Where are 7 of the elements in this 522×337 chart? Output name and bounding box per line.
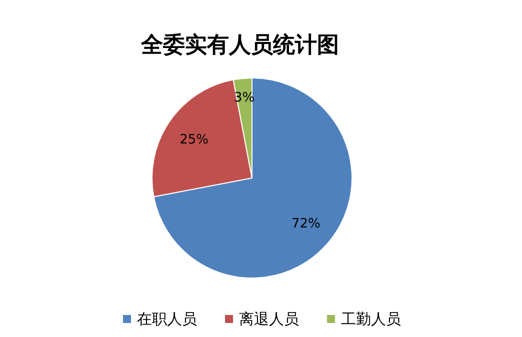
data-label: 25% <box>180 132 209 148</box>
pie-slice <box>153 78 352 278</box>
data-label: 72% <box>291 216 320 232</box>
legend-label: 工勤人员 <box>341 310 401 328</box>
legend-label: 在职人员 <box>137 310 197 328</box>
chart-title: 全委实有人员统计图 <box>140 32 339 58</box>
legend-label: 离退人员 <box>239 310 299 328</box>
